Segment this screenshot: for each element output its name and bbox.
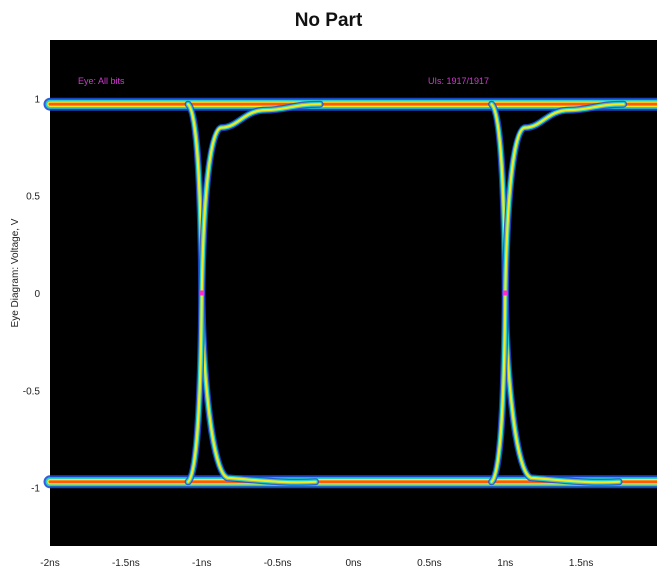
x-tick-label: -1ns — [192, 558, 211, 569]
falling-edge-trace-1-layer-3 — [187, 103, 317, 484]
x-tick-label: 1ns — [497, 558, 513, 569]
plot-background — [50, 40, 657, 546]
y-tick-label: -1 — [31, 484, 40, 495]
crossing-marker-2 — [502, 290, 508, 296]
rising-edge-trace-1-layer-3 — [187, 103, 322, 483]
annotation-eye-bits: Eye: All bits — [78, 76, 125, 86]
crossing-marker-1 — [199, 290, 205, 296]
x-tick-label: -1.5ns — [112, 558, 140, 569]
x-tick-label: 0ns — [345, 558, 361, 569]
rising-edge-trace-2-layer-3 — [490, 103, 625, 483]
y-axis-label: Eye Diagram: Voltage, V — [10, 218, 21, 327]
x-tick-label: -0.5ns — [264, 558, 292, 569]
annotation-uis: UIs: 1917/1917 — [428, 76, 489, 86]
y-tick-label: 0 — [34, 289, 40, 300]
falling-edge-trace-2-layer-3 — [490, 103, 621, 484]
y-tick-label: 1 — [34, 94, 40, 105]
x-tick-label: -2ns — [40, 558, 59, 569]
x-tick-label: 0.5ns — [417, 558, 441, 569]
x-tick-label: 1.5ns — [569, 558, 593, 569]
y-tick-label: -0.5 — [23, 386, 41, 397]
y-tick-label: 0.5 — [26, 192, 40, 203]
chart-title: No Part — [294, 10, 363, 31]
